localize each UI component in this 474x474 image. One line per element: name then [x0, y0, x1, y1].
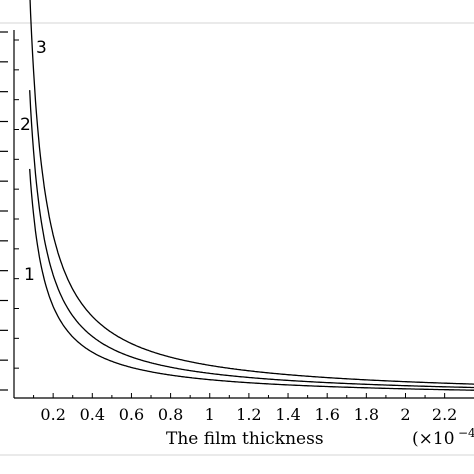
- x-tick-label: 0.6: [119, 405, 144, 424]
- x-tick-label: 2: [400, 405, 410, 424]
- curve-label-1: 1: [24, 265, 35, 285]
- x-tick-label: 0.8: [158, 405, 183, 424]
- x-multiplier-exponent: −4: [458, 426, 474, 440]
- x-tick-label: 1.8: [354, 405, 379, 424]
- curve-label-2: 2: [20, 115, 31, 135]
- x-tick-label: 0.4: [80, 405, 105, 424]
- series-3-line: [29, 0, 474, 385]
- curves: [29, 0, 474, 391]
- x-axis-title: The film thickness: [166, 429, 324, 449]
- curve-labels: 1 2 3: [20, 38, 47, 285]
- x-tick-label: 0.2: [40, 405, 65, 424]
- y-ticks: [0, 31, 19, 399]
- x-tick-label: 1.6: [314, 405, 339, 424]
- curve-label-3: 3: [36, 38, 47, 58]
- x-tick-label: 1: [205, 405, 215, 424]
- x-tick-label: 2.2: [432, 405, 457, 424]
- x-tick-label: 1.4: [275, 405, 300, 424]
- x-ticks: 0.2 0.4 0.6 0.8 1 1.2 1.4 1.6 1.8 2 2.2: [33, 393, 457, 424]
- series-2-line: [29, 90, 474, 389]
- series-1-line: [29, 168, 474, 391]
- axes: [13, 30, 474, 399]
- x-multiplier: (×10: [412, 429, 455, 449]
- x-tick-label: 1.2: [236, 405, 261, 424]
